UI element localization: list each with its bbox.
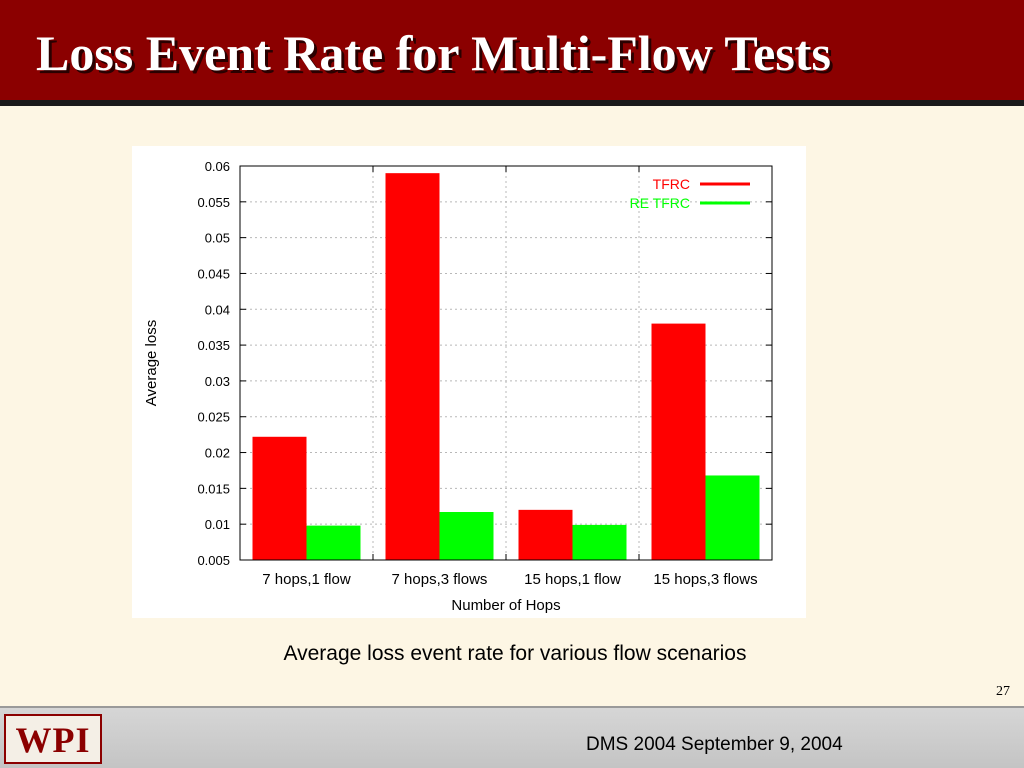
wpi-logo: WPI: [4, 714, 102, 764]
logo-text: WPI: [15, 720, 91, 760]
x-tick-label: 15 hops,3 flows: [653, 571, 757, 588]
bar-tfrc: [518, 509, 573, 560]
y-axis-label: Average loss: [143, 320, 160, 406]
y-tick-label: 0.05: [205, 231, 230, 246]
y-tick-label: 0.04: [205, 302, 230, 317]
y-tick-label: 0.03: [205, 374, 230, 389]
x-tick-label: 7 hops,3 flows: [392, 571, 488, 588]
y-tick-label: 0.06: [205, 159, 230, 174]
chart-container: 0.005 0.01 0.015 0.02 0.025 0.03 0.035 0.04 0.04…: [132, 146, 806, 618]
y-tick-label: 0.005: [197, 553, 230, 568]
slide-title: Loss Event Rate for Multi-Flow Tests: [36, 25, 831, 81]
bar-chart: 0.005 0.01 0.015 0.02 0.025 0.03 0.035 0.04 0.04…: [143, 159, 773, 614]
x-axis-label: Number of Hops: [451, 597, 560, 614]
y-tick-label: 0.035: [197, 338, 230, 353]
legend-label-tfrc: TFRC: [653, 176, 690, 192]
bar-tfrc: [651, 323, 706, 560]
y-tick-label: 0.01: [205, 517, 230, 532]
bar-re-tfrc: [572, 524, 627, 560]
bar-tfrc: [385, 173, 440, 560]
y-tick-label: 0.015: [197, 481, 230, 496]
page-number: 27: [996, 684, 1010, 699]
title-bar: Loss Event Rate for Multi-Flow Tests: [0, 0, 1024, 106]
y-tick-label: 0.055: [197, 195, 230, 210]
footer-text: DMS 2004 September 9, 2004: [586, 734, 843, 755]
bar-re-tfrc: [439, 512, 494, 560]
y-tick-label: 0.045: [197, 266, 230, 281]
y-tick-label: 0.025: [197, 410, 230, 425]
chart-caption: Average loss event rate for various flow…: [283, 642, 747, 665]
x-tick-label: 7 hops,1 flow: [262, 571, 351, 588]
y-tick-label: 0.02: [205, 446, 230, 461]
bar-re-tfrc: [705, 475, 760, 560]
footer-bar: WPI DMS 2004 September 9, 2004: [0, 706, 1024, 768]
bar-re-tfrc: [306, 525, 361, 560]
x-tick-label: 15 hops,1 flow: [524, 571, 621, 588]
legend-label-re-tfrc: RE TFRC: [630, 195, 690, 211]
plot-frame: [239, 165, 773, 561]
bar-tfrc: [252, 436, 307, 560]
